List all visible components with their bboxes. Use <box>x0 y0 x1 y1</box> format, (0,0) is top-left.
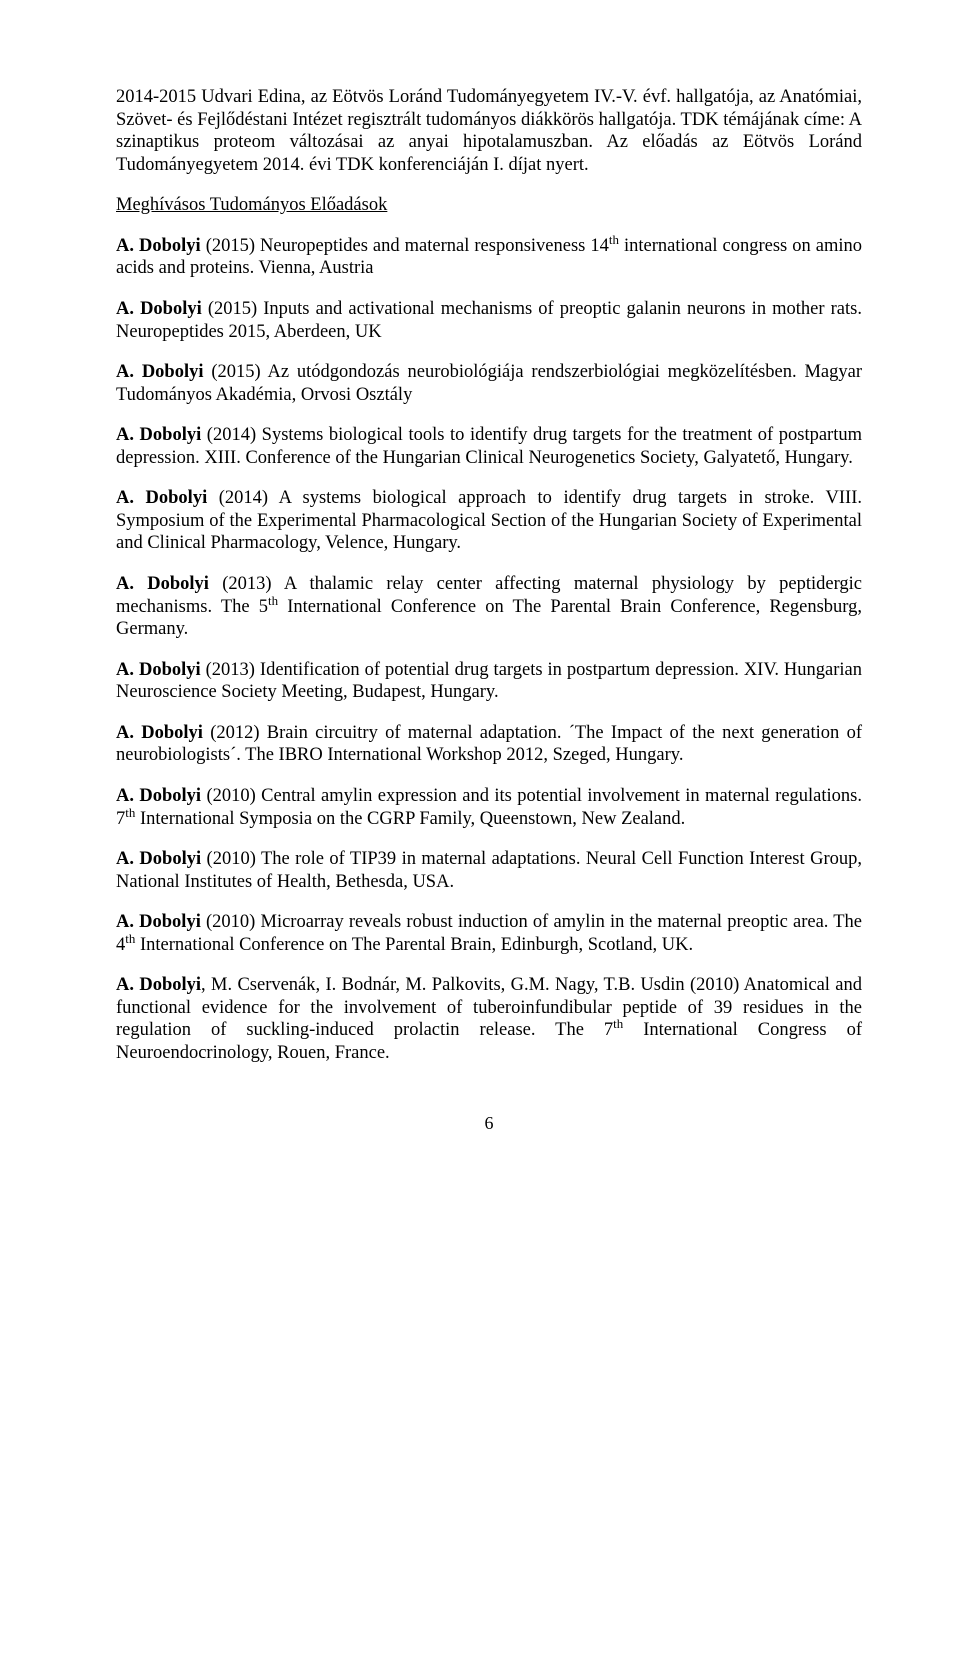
pub-entry: A. Dobolyi (2015) Neuropeptides and mate… <box>116 235 862 280</box>
pub-text: (2015) Az utódgondozás neurobiológiája r… <box>116 362 862 405</box>
author-bold: A. Dobolyi <box>116 975 201 995</box>
pub-entry: A. Dobolyi (2010) Central amylin express… <box>116 785 862 830</box>
pub-text: (2015) Neuropeptides and maternal respon… <box>201 236 609 256</box>
author-bold: A. Dobolyi <box>116 660 201 680</box>
author-bold: A. Dobolyi <box>116 299 202 319</box>
pub-text: (2012) Brain circuitry of maternal adapt… <box>116 723 862 766</box>
pub-entry: A. Dobolyi (2015) Inputs and activationa… <box>116 298 862 343</box>
pub-entry: A. Dobolyi (2010) The role of TIP39 in m… <box>116 848 862 893</box>
author-bold: A. Dobolyi <box>116 574 209 594</box>
pub-entry: A. Dobolyi (2014) Systems biological too… <box>116 424 862 469</box>
author-bold: A. Dobolyi <box>116 912 201 932</box>
page-number: 6 <box>116 1113 862 1135</box>
section-title: Meghívásos Tudományos Előadások <box>116 194 862 217</box>
ordinal-sup: th <box>609 232 619 247</box>
pub-text: (2010) The role of TIP39 in maternal ada… <box>116 849 862 892</box>
author-bold: A. Dobolyi <box>116 425 201 445</box>
pub-text: International Symposia on the CGRP Famil… <box>135 809 685 829</box>
pub-text: (2015) Inputs and activational mechanism… <box>116 299 862 342</box>
pub-entry: A. Dobolyi (2010) Microarray reveals rob… <box>116 911 862 956</box>
pub-entry: A. Dobolyi (2015) Az utódgondozás neurob… <box>116 361 862 406</box>
pub-text: (2014) A systems biological approach to … <box>116 488 862 553</box>
ordinal-sup: th <box>268 592 278 607</box>
intro-paragraph: 2014-2015 Udvari Edina, az Eötvös Loránd… <box>116 86 862 176</box>
author-bold: A. Dobolyi <box>116 236 201 256</box>
pub-text: (2013) Identification of potential drug … <box>116 660 862 703</box>
author-bold: A. Dobolyi <box>116 849 201 869</box>
ordinal-sup: th <box>125 804 135 819</box>
pub-text: International Conference on The Parental… <box>135 935 693 955</box>
ordinal-sup: th <box>613 1016 623 1031</box>
pub-entry: A. Dobolyi (2014) A systems biological a… <box>116 487 862 555</box>
author-bold: A. Dobolyi <box>116 723 203 743</box>
pub-entry: A. Dobolyi (2013) Identification of pote… <box>116 659 862 704</box>
author-bold: A. Dobolyi <box>116 786 201 806</box>
pub-entry: A. Dobolyi (2012) Brain circuitry of mat… <box>116 722 862 767</box>
author-bold: A. Dobolyi <box>116 362 204 382</box>
author-bold: A. Dobolyi <box>116 488 207 508</box>
ordinal-sup: th <box>125 931 135 946</box>
pub-text: (2014) Systems biological tools to ident… <box>116 425 862 468</box>
pub-entry: A. Dobolyi, M. Cservenák, I. Bodnár, M. … <box>116 974 862 1064</box>
pub-entry: A. Dobolyi (2013) A thalamic relay cente… <box>116 573 862 641</box>
